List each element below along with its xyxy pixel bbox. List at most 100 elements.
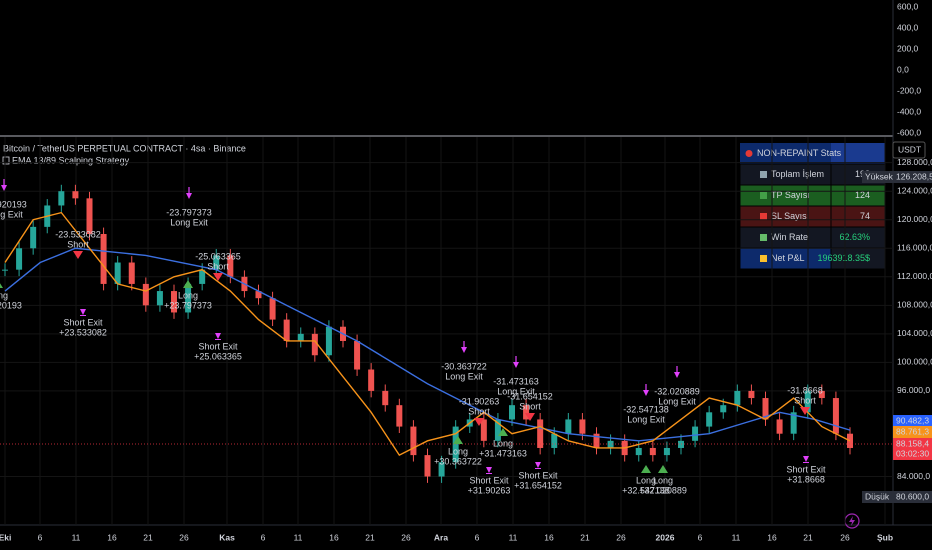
candle	[734, 390, 741, 406]
candle	[720, 405, 727, 413]
date-label: 26	[840, 532, 850, 542]
trade-label: Short Exit	[63, 317, 103, 327]
candle	[818, 390, 825, 399]
candle	[156, 291, 163, 306]
top-tick-label: 400,0	[897, 22, 919, 32]
badge-label-box	[862, 171, 893, 183]
exit-marker	[1, 179, 7, 191]
date-label: 26	[616, 532, 626, 542]
trade-label: Short Exit	[786, 464, 826, 474]
stats-icon	[745, 150, 753, 157]
exit-marker	[215, 333, 221, 340]
trade-label: -31.8668	[787, 385, 823, 395]
short-marker	[213, 273, 223, 281]
y-tick-label: 128.000,0	[897, 157, 932, 167]
stats-value: 62.63%	[839, 232, 870, 242]
top-tick-label: -400,0	[897, 106, 921, 116]
top-tick-label: -600,0	[897, 127, 921, 137]
candle	[678, 440, 684, 448]
trade-label: +23.533082	[59, 327, 107, 337]
y-tick-label: 108.000,0	[897, 300, 932, 310]
indicator-title: EMA 13/89 Scalping Strategy	[12, 155, 130, 165]
trade-label: Long Exit	[658, 396, 696, 406]
long-marker	[0, 283, 3, 288]
candle	[649, 447, 656, 456]
long-marker	[453, 436, 463, 444]
ema-line	[4, 211, 851, 457]
trade-label: +25.063365	[194, 351, 242, 361]
trade-label: Short	[207, 261, 229, 271]
stats-icon	[760, 255, 767, 262]
trade-label: Short Exit	[198, 341, 238, 351]
trade-label: +31.8668	[787, 474, 825, 484]
stats-label: SL Sayısı	[771, 211, 809, 221]
candle	[537, 419, 544, 448]
price-badge-timer: 03:02:30	[896, 448, 929, 458]
trade-label: -30.363722	[441, 361, 487, 371]
trade-label: +31.473163	[479, 448, 527, 458]
exit-marker	[535, 462, 541, 469]
trade-label: +30.363722	[434, 456, 482, 466]
candle	[396, 405, 403, 427]
y-tick-label: 120.000,0	[897, 214, 932, 224]
short-marker	[525, 413, 535, 421]
stats-icon	[760, 213, 767, 220]
badge-label: Yüksek	[865, 171, 894, 181]
candle	[2, 269, 8, 271]
candle	[16, 248, 23, 270]
exit-marker	[80, 309, 86, 316]
candle	[438, 462, 445, 477]
price-badge-value: 88.761,3	[896, 426, 929, 436]
trade-label: +31.654152	[514, 480, 562, 490]
date-label: 16	[767, 532, 777, 542]
trade-label: -25.063365	[195, 251, 241, 261]
candle	[86, 198, 93, 234]
candle	[663, 447, 670, 456]
date-label: Şub	[877, 532, 893, 542]
candle	[706, 412, 713, 427]
date-label: 16	[329, 532, 339, 542]
trade-label: -32.020889	[654, 386, 700, 396]
badge-label-box	[862, 491, 893, 503]
candle	[283, 319, 290, 341]
lightning-glyph	[849, 516, 855, 526]
trade-label: -31.654152	[507, 391, 553, 401]
candle	[30, 226, 37, 249]
date-label: 21	[580, 532, 590, 542]
y-tick-label: 84.000,0	[897, 471, 930, 481]
candle	[269, 298, 276, 320]
date-label: 26	[179, 532, 189, 542]
short-marker	[800, 407, 810, 415]
candle	[100, 234, 107, 284]
date-label: 21	[803, 532, 813, 542]
stats-value: 74	[860, 211, 870, 221]
currency: USDT	[898, 144, 921, 154]
exit-marker	[803, 456, 809, 463]
exit-marker	[461, 341, 467, 353]
trade-label: Long Exit	[0, 209, 23, 219]
trade-label: Long Exit	[627, 414, 665, 424]
stats-icon	[760, 171, 767, 178]
currency-box[interactable]	[892, 141, 926, 159]
stats-label: Toplam İşlem	[771, 169, 824, 179]
candle	[142, 283, 149, 306]
date-label: 11	[294, 532, 303, 542]
trade-label: Long	[178, 290, 198, 300]
date-label: 21	[365, 532, 375, 542]
date-label: Kas	[219, 532, 235, 542]
candle	[509, 405, 515, 420]
symbol-title: Bitcoin / TetherUS PERPETUAL CONTRACT · …	[3, 143, 246, 153]
stats-title: NON-REPAINT Stats	[757, 148, 842, 158]
indicator-icon	[2, 156, 10, 165]
exit-marker	[186, 187, 192, 199]
trade-label: Short	[67, 239, 89, 249]
date-label: 26	[401, 532, 411, 542]
trade-label: +31.90263	[468, 485, 511, 495]
exit-marker	[674, 366, 680, 378]
stats-icon	[760, 234, 767, 241]
trade-label: Long	[493, 438, 513, 448]
stats-label: Win Rate	[771, 232, 808, 242]
candle	[748, 390, 755, 399]
y-tick-label: 96.000,0	[897, 385, 930, 395]
